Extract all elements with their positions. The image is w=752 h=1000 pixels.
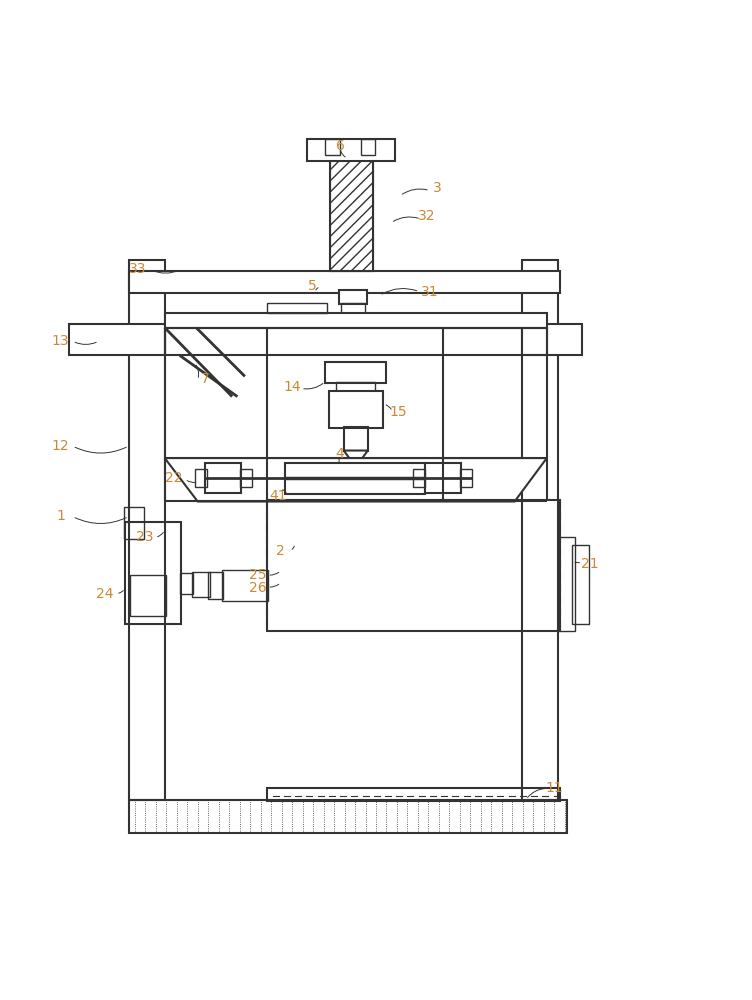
Bar: [69, 324, 165, 355]
Text: 31: 31: [421, 285, 438, 299]
Text: 23: 23: [137, 530, 154, 544]
Bar: [325, 139, 340, 155]
Text: 22: 22: [165, 471, 183, 485]
Text: 3: 3: [433, 181, 442, 195]
Bar: [165, 313, 547, 328]
Bar: [268, 500, 559, 631]
Bar: [240, 469, 252, 487]
Bar: [325, 362, 387, 383]
Bar: [361, 139, 374, 155]
Bar: [558, 537, 575, 631]
Text: 7: 7: [201, 372, 210, 386]
Bar: [180, 573, 193, 594]
Bar: [222, 570, 268, 601]
Text: 12: 12: [52, 439, 69, 453]
Bar: [336, 382, 375, 392]
Bar: [341, 303, 365, 313]
Bar: [129, 800, 567, 833]
Text: 32: 32: [417, 209, 435, 223]
Text: 26: 26: [249, 581, 266, 595]
Text: 15: 15: [390, 405, 408, 419]
Text: 21: 21: [581, 557, 599, 571]
Bar: [329, 391, 383, 428]
Bar: [522, 260, 558, 800]
Bar: [307, 139, 396, 161]
Bar: [205, 463, 241, 493]
Bar: [522, 324, 582, 355]
Polygon shape: [165, 458, 547, 501]
Bar: [129, 260, 165, 800]
Bar: [329, 143, 373, 271]
Bar: [268, 303, 327, 313]
Bar: [130, 575, 166, 616]
Bar: [208, 572, 223, 599]
Bar: [195, 469, 207, 487]
Bar: [572, 545, 589, 624]
Bar: [414, 469, 426, 487]
Bar: [329, 143, 373, 271]
Text: 6: 6: [335, 139, 344, 153]
Text: 2: 2: [276, 544, 284, 558]
Text: 4: 4: [335, 447, 344, 461]
Text: 24: 24: [96, 587, 114, 601]
Bar: [460, 469, 472, 487]
Bar: [123, 507, 144, 539]
Text: 1: 1: [56, 509, 65, 523]
Bar: [125, 522, 181, 624]
Text: 14: 14: [284, 380, 301, 394]
Text: 25: 25: [249, 568, 266, 582]
Text: 33: 33: [129, 262, 147, 276]
Bar: [192, 572, 210, 597]
Bar: [268, 788, 559, 801]
Polygon shape: [344, 451, 368, 467]
Bar: [344, 427, 368, 451]
Text: 41: 41: [270, 489, 287, 503]
Bar: [165, 328, 547, 355]
Bar: [426, 463, 462, 493]
Text: 5: 5: [308, 279, 317, 293]
Text: 13: 13: [52, 334, 69, 348]
Bar: [284, 463, 426, 494]
Bar: [338, 290, 367, 304]
Text: 11: 11: [545, 781, 563, 795]
Bar: [129, 271, 559, 293]
